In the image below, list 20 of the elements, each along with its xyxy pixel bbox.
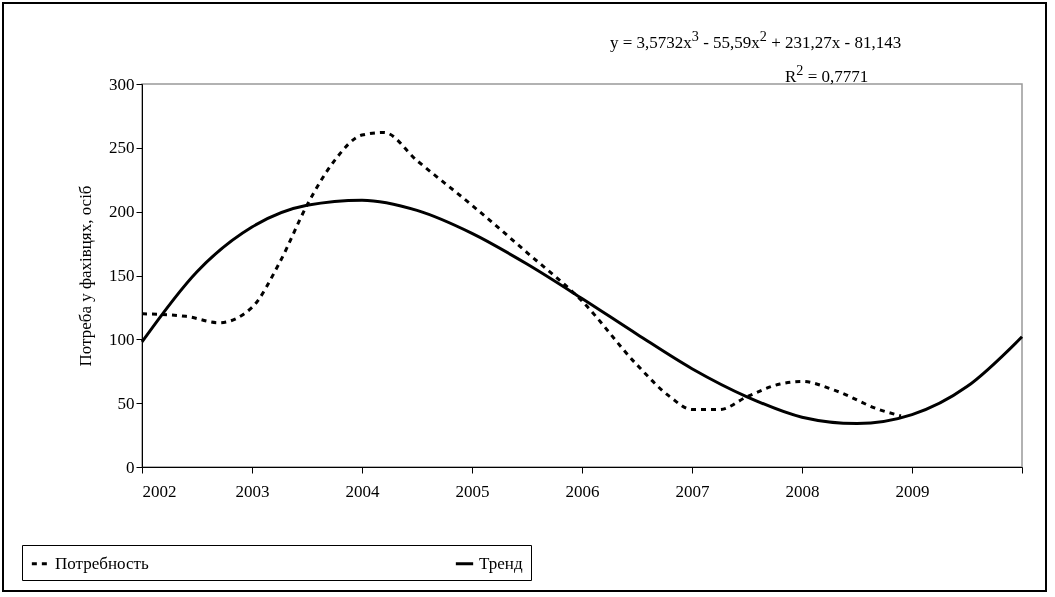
y-axis-title: Потреба у фахівцях, осіб <box>76 185 95 367</box>
x-tick-label: 2003 <box>235 481 270 501</box>
x-tick-label: 2002 <box>142 481 177 501</box>
legend-label: Потребность <box>55 553 149 573</box>
y-tick-label: 50 <box>117 393 135 413</box>
annotation: R$^{2}$ = 0,7771 <box>785 62 869 87</box>
x-tick-label: 2005 <box>455 481 490 501</box>
text: y = 3,5732x$^{3}$ - 55,59x$^{2}$ + 231,27x - 81,143 <box>610 28 902 53</box>
y-tick-label: 300 <box>109 74 135 94</box>
y-tick-label: 250 <box>109 138 135 158</box>
x-tick-label: 2007 <box>675 481 710 501</box>
y-tick-label: 150 <box>109 266 135 285</box>
x-tick-label: 2008 <box>785 481 820 501</box>
y-tick-label: 200 <box>109 202 135 222</box>
x-tick-label: 2009 <box>895 481 930 501</box>
y-tick-label: 0 <box>126 457 135 477</box>
legend-label: Тренд <box>479 553 523 573</box>
x-tick-label: 2004 <box>345 481 380 501</box>
y-tick-label: 100 <box>109 329 135 349</box>
x-tick-label: 2006 <box>565 481 600 501</box>
